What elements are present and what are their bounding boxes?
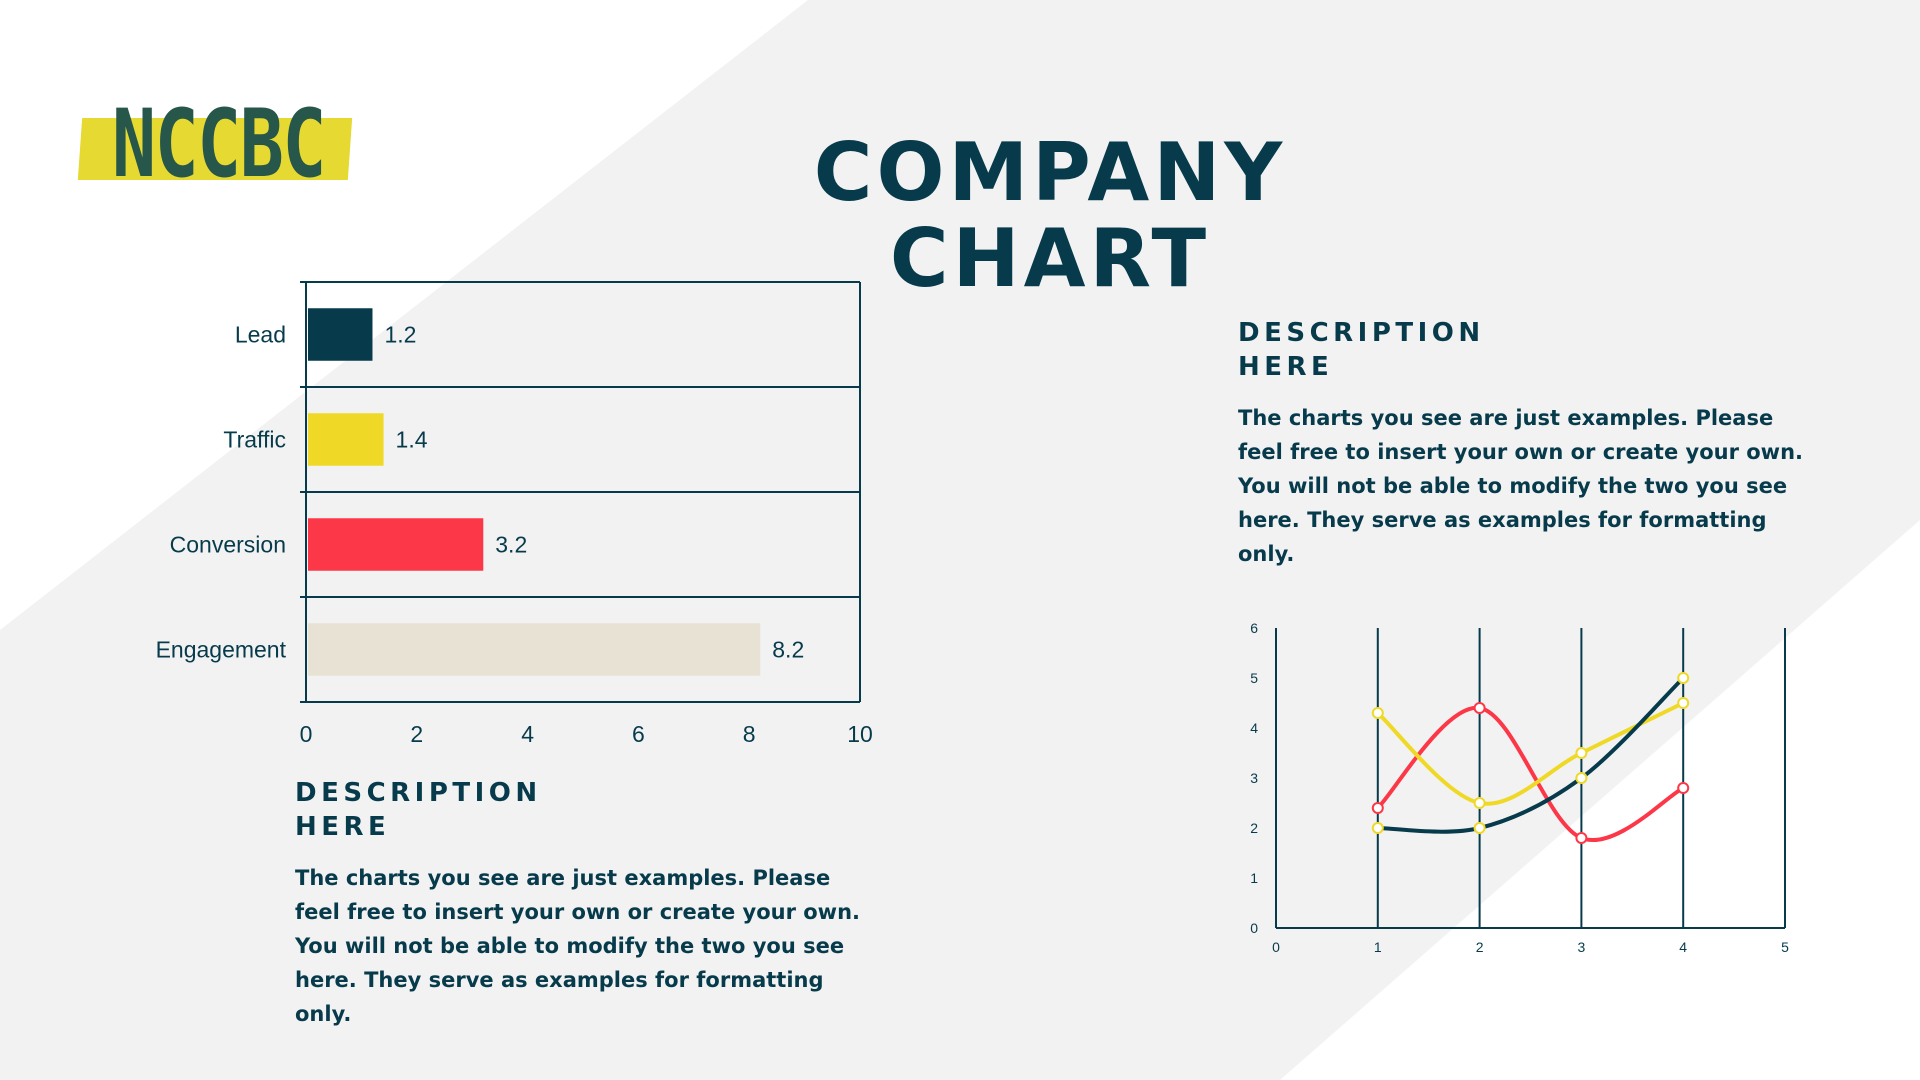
bar-lead <box>308 308 373 361</box>
line-y-tick-label: 3 <box>1250 770 1258 786</box>
line-point <box>1371 707 1384 719</box>
description-left-body: The charts you see are just examples. Pl… <box>295 866 861 1026</box>
description-right-body: The charts you see are just examples. Pl… <box>1238 406 1804 566</box>
bar-category-label: Conversion <box>170 532 286 558</box>
line-point <box>1677 782 1690 794</box>
bar-category-label: Lead <box>235 322 286 348</box>
description-left-heading-line2: HERE <box>295 812 391 842</box>
bar-value-label: 8.2 <box>772 637 804 663</box>
page-title-line1: COMPANY <box>813 126 1287 219</box>
line-point <box>1677 697 1690 709</box>
line-point <box>1677 672 1690 684</box>
bar-x-tick-label: 0 <box>300 721 313 747</box>
line-x-tick-label: 1 <box>1374 939 1382 955</box>
description-right-heading-line1: DESCRIPTION <box>1238 318 1485 348</box>
line-x-tick-label: 4 <box>1679 939 1687 955</box>
line-x-tick-label: 5 <box>1781 939 1789 955</box>
bar-value-label: 1.2 <box>384 322 416 348</box>
bar-x-tick-label: 2 <box>410 721 423 747</box>
bar-x-tick-label: 8 <box>743 721 756 747</box>
description-left-heading: DESCRIPTION HERE <box>295 776 615 844</box>
line-point <box>1371 802 1384 814</box>
line-series-1 <box>1375 701 1686 806</box>
line-chart: 0 1 2 3 4 5 0 1 2 3 4 5 6 <box>1250 620 1789 955</box>
line-point <box>1473 797 1486 809</box>
line-y-tick-label: 0 <box>1250 920 1258 936</box>
line-point <box>1473 702 1486 714</box>
bar-value-label: 3.2 <box>495 532 527 558</box>
page-title-line2: CHART <box>889 212 1211 305</box>
line-x-tick-label: 0 <box>1272 939 1280 955</box>
description-left-heading-line1: DESCRIPTION <box>295 778 542 808</box>
line-y-tick-label: 1 <box>1250 870 1258 886</box>
line-x-tick-label: 2 <box>1476 939 1484 955</box>
bar-x-tick-label: 4 <box>521 721 534 747</box>
bar-x-tick-label: 10 <box>847 721 873 747</box>
bar-traffic <box>308 413 384 466</box>
description-right-heading: DESCRIPTION HERE <box>1238 316 1558 384</box>
line-point <box>1575 832 1588 844</box>
bar-engagement <box>308 623 761 676</box>
line-point <box>1575 747 1588 759</box>
bar-value-label: 1.4 <box>396 427 428 453</box>
line-point <box>1575 772 1588 784</box>
page-title: COMPANY CHART <box>800 130 1300 302</box>
line-series-2 <box>1375 676 1686 834</box>
bar-conversion <box>308 518 484 571</box>
line-y-tick-label: 6 <box>1250 620 1258 636</box>
description-right-heading-line2: HERE <box>1238 352 1334 382</box>
line-series-0 <box>1375 705 1686 842</box>
line-point <box>1371 822 1384 834</box>
bar-x-tick-label: 6 <box>632 721 645 747</box>
line-y-tick-label: 4 <box>1250 720 1258 736</box>
logo: NCCBC <box>112 90 326 199</box>
line-x-tick-label: 3 <box>1578 939 1586 955</box>
line-y-tick-label: 5 <box>1250 670 1258 686</box>
line-point <box>1473 822 1486 834</box>
bar-chart: Lead 1.2 Traffic 1.4 Conversion 3.2 Engagement… <box>156 281 873 747</box>
line-y-tick-label: 2 <box>1250 820 1258 836</box>
bar-category-label: Engagement <box>156 637 287 663</box>
bar-category-label: Traffic <box>223 427 286 453</box>
